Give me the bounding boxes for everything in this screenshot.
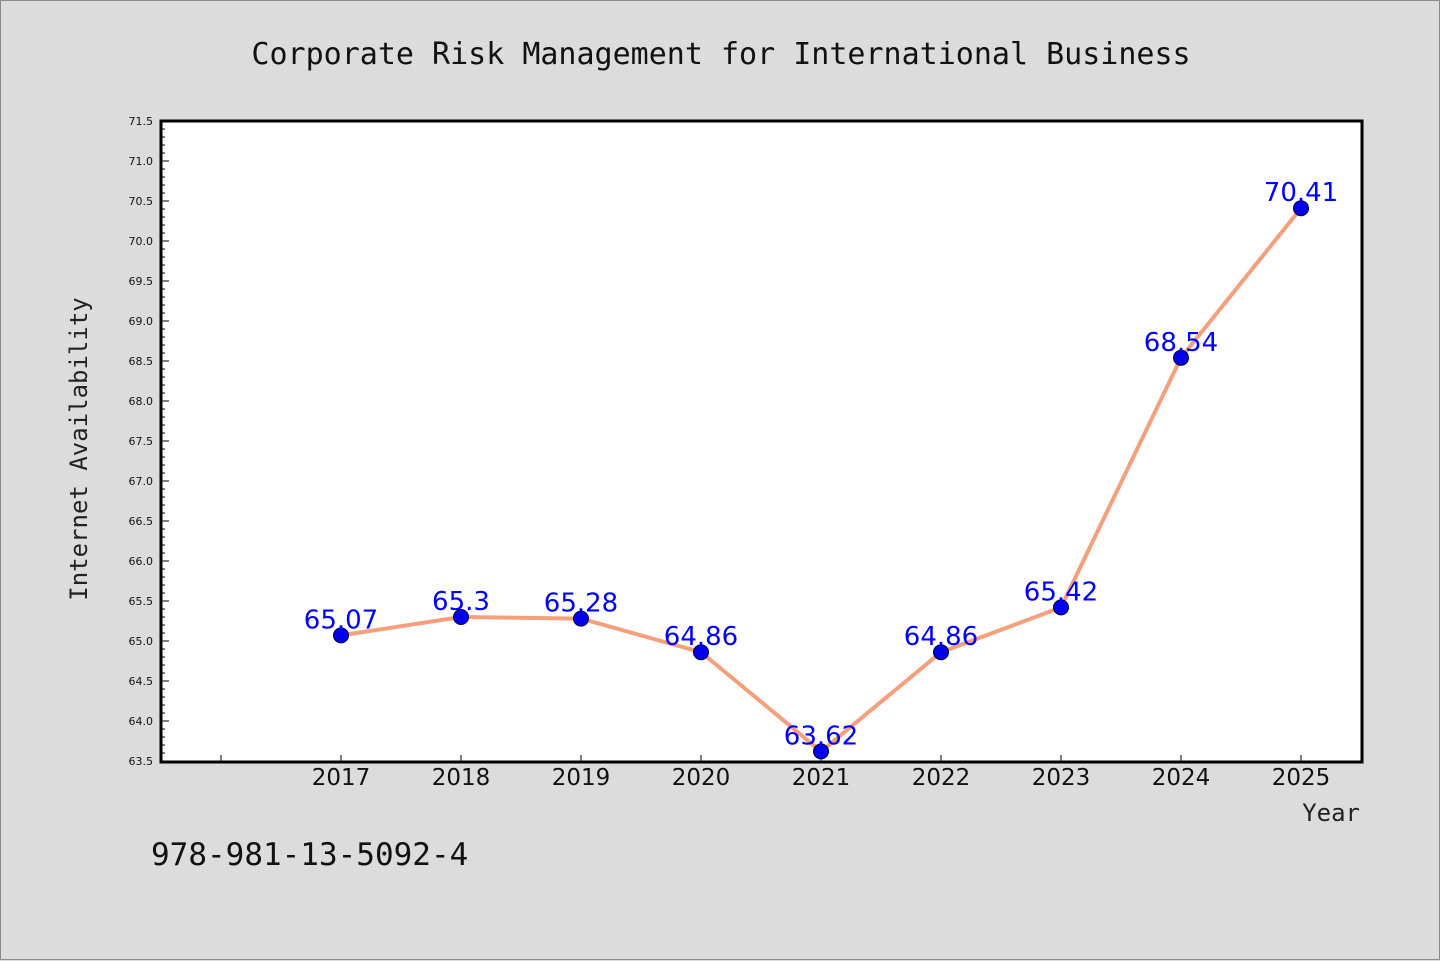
data-point: [1053, 599, 1069, 616]
y-tick-label: 67.5: [129, 435, 154, 448]
y-tick-label: 69.5: [129, 275, 154, 288]
x-axis-label: Year: [1302, 799, 1360, 827]
y-tick-label: 63.5: [129, 755, 154, 768]
x-tick-label: 2017: [312, 765, 371, 791]
x-axis: 2017 2018 2019 2020 2021 2022 2023 2024 2025: [220, 755, 1331, 791]
y-tick-label: 70.0: [129, 235, 154, 248]
x-tick-label: 2022: [912, 765, 971, 791]
data-point: [813, 743, 829, 760]
data-label: 64.86: [664, 622, 738, 652]
data-label: 70.41: [1264, 178, 1338, 208]
isbn-footer: 978-981-13-5092-4: [151, 837, 468, 873]
x-tick-label: 2019: [552, 765, 611, 791]
plot-area: [159, 119, 1364, 764]
y-tick-label: 71.5: [129, 115, 154, 128]
y-tick-label: 67.0: [129, 475, 154, 488]
x-tick-label: 2023: [1032, 765, 1091, 791]
chart-title: Corporate Risk Management for Internatio…: [251, 37, 1190, 72]
x-tick-label: 2024: [1152, 765, 1211, 791]
y-tick-label: 68.5: [129, 355, 154, 368]
data-label: 65.07: [304, 605, 378, 635]
x-tick-label: 2021: [792, 765, 851, 791]
data-label: 65.28: [544, 589, 618, 619]
data-point: [1173, 349, 1189, 366]
y-tick-label: 64.5: [129, 675, 154, 688]
series-layer: 65.07 65.3 65.28 64.86 63.62 64.86 65.42 68.54 7…: [304, 178, 1338, 760]
x-tick-label: 2018: [432, 765, 491, 791]
y-axis-label: Internet Availability: [65, 297, 93, 600]
data-point: [573, 610, 589, 627]
y-tick-label: 68.0: [129, 395, 154, 408]
data-label: 64.86: [904, 622, 978, 652]
x-tick-label: 2025: [1272, 765, 1331, 791]
data-point: [693, 644, 709, 661]
y-tick-label: 66.5: [129, 515, 154, 528]
data-label: 63.62: [784, 721, 858, 751]
x-tick-label: 2020: [672, 765, 731, 791]
data-label: 65.3: [432, 587, 490, 617]
data-point: [453, 609, 469, 625]
y-tick-label: 66.0: [129, 555, 154, 568]
y-tick-label: 69.0: [129, 315, 154, 328]
y-axis: 63.5 64.0 64.5 65.0 65.5 66.0 66.5 67.0 67.5 68.0…: [129, 115, 169, 768]
y-tick-label: 64.0: [129, 715, 154, 728]
y-tick-label: 71.0: [129, 155, 154, 168]
data-point: [933, 644, 949, 661]
y-tick-label: 65.0: [129, 635, 154, 648]
data-point: [333, 627, 349, 644]
data-label: 65.42: [1024, 577, 1098, 607]
data-point: [1293, 200, 1309, 217]
y-tick-label: 65.5: [129, 595, 154, 608]
y-tick-label: 70.5: [129, 195, 154, 208]
data-label: 68.54: [1144, 328, 1218, 358]
